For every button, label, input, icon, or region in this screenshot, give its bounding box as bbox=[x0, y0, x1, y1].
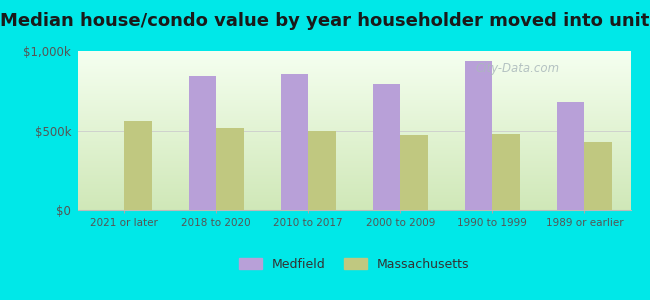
Bar bbox=[188, 76, 216, 210]
Bar bbox=[584, 142, 612, 210]
Legend: Medfield, Massachusetts: Medfield, Massachusetts bbox=[239, 257, 469, 271]
Text: City-Data.com: City-Data.com bbox=[476, 62, 560, 75]
Bar bbox=[124, 121, 151, 210]
Bar bbox=[281, 74, 308, 210]
Bar bbox=[400, 135, 428, 210]
Bar bbox=[216, 128, 244, 210]
Bar bbox=[493, 134, 520, 210]
Text: Median house/condo value by year householder moved into unit: Median house/condo value by year househo… bbox=[0, 12, 650, 30]
Bar bbox=[557, 102, 584, 210]
Bar bbox=[372, 84, 400, 210]
Bar bbox=[308, 130, 336, 210]
Bar bbox=[465, 61, 493, 210]
